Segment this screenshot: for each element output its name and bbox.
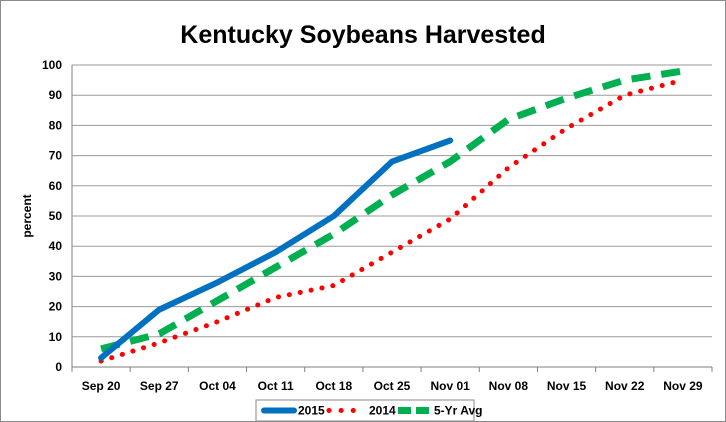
x-tick-label: Oct 04 xyxy=(199,379,236,393)
y-tick-label: 60 xyxy=(49,179,63,193)
gridlines xyxy=(72,64,712,338)
x-tick-label: Nov 01 xyxy=(431,379,471,393)
legend-label: 2015 xyxy=(298,404,325,418)
x-tick-label: Nov 29 xyxy=(663,379,703,393)
y-axis-label: percent xyxy=(20,194,34,237)
x-tick-label: Nov 15 xyxy=(547,379,587,393)
series-line-2015 xyxy=(98,137,454,361)
y-tick-labels: 0 10 20 30 40 50 60 70 80 90 100 xyxy=(42,58,62,374)
y-tick-label: 10 xyxy=(49,330,63,344)
x-tick-labels: Sep 20 Sep 27 Oct 04 Oct 11 Oct 18 Oct 25 Nov … xyxy=(82,379,703,393)
y-tick-label: 70 xyxy=(49,149,63,163)
x-tick-label: Sep 20 xyxy=(82,379,121,393)
y-tick-label: 0 xyxy=(55,360,62,374)
x-tick-label: Nov 22 xyxy=(605,379,645,393)
x-tick-label: Oct 25 xyxy=(374,379,411,393)
y-tick-label: 90 xyxy=(49,88,63,102)
y-tick-label: 80 xyxy=(49,118,63,132)
y-tick-label: 50 xyxy=(49,209,63,223)
series-line-2014 xyxy=(98,77,686,364)
x-tick-label: Nov 08 xyxy=(489,379,529,393)
x-tick-label: Oct 11 xyxy=(258,379,294,393)
series-group xyxy=(98,67,686,364)
y-tick-label: 20 xyxy=(49,300,63,314)
legend-label: 2014 xyxy=(369,404,396,418)
x-tick-label: Oct 18 xyxy=(315,379,352,393)
y-tick-label: 100 xyxy=(42,58,62,72)
axes xyxy=(71,65,713,372)
y-tick-label: 40 xyxy=(49,239,63,253)
series-line-5-yr-avg xyxy=(100,67,684,353)
x-tick-label: Sep 27 xyxy=(140,379,179,393)
legend-box xyxy=(255,399,475,422)
legend: 2015 2014 5-Yr Avg xyxy=(255,399,482,422)
chart-title: Kentucky Soybeans Harvested xyxy=(180,21,545,49)
legend-label: 5-Yr Avg xyxy=(434,404,482,418)
y-tick-label: 30 xyxy=(49,269,63,283)
